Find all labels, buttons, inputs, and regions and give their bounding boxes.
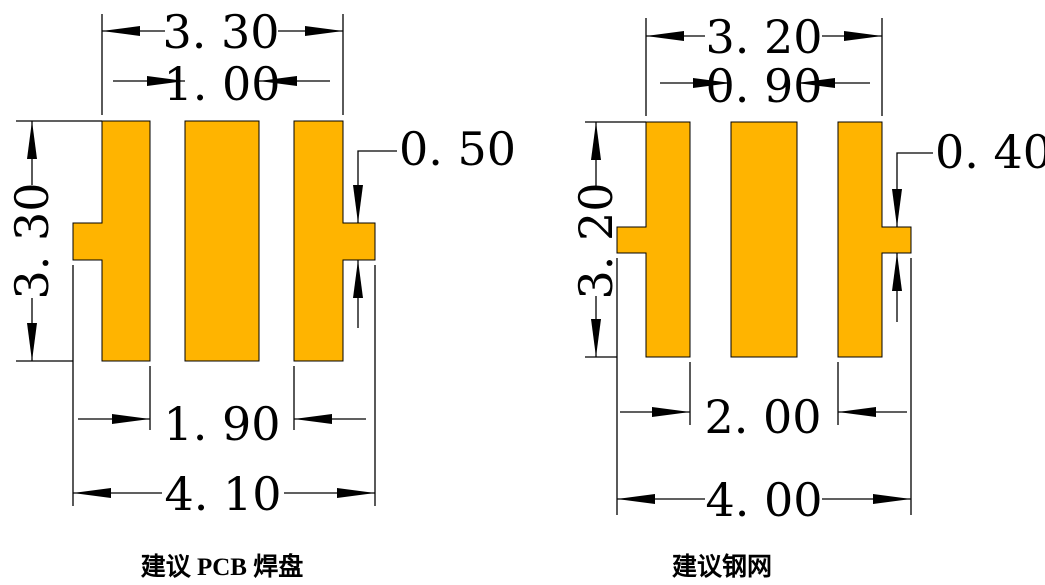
- stencil-inner-span-dimension: 2. 00: [620, 362, 907, 444]
- stencil-height-label: 3. 20: [569, 182, 623, 299]
- stencil-right-pad: [837, 121, 912, 358]
- stencil-width-top-dimension: 3. 20: [645, 10, 883, 116]
- pcb-height-dimension: 3. 30: [5, 120, 102, 362]
- pcb-tab-label: 0. 50: [399, 122, 516, 176]
- stencil-left-pad: [616, 121, 691, 358]
- pcb-caption: 建议 PCB 焊盘: [141, 552, 304, 581]
- stencil-overall-width-dimension: 4. 00: [616, 258, 912, 527]
- pcb-inner-span-dimension: 1. 90: [78, 366, 366, 451]
- stencil-width-top-label: 3. 20: [705, 10, 822, 64]
- pcb-gap-top-dimension: 1. 00: [113, 57, 330, 111]
- pcb-land-pattern: 3. 30 1. 00 3. 30 0. 50: [5, 5, 516, 581]
- pcb-gap-top-label: 1. 00: [163, 57, 280, 111]
- pcb-width-top-label: 3. 30: [162, 5, 279, 59]
- pcb-left-pad: [72, 120, 151, 362]
- pcb-overall-width-dimension: 4. 10: [72, 265, 376, 521]
- stencil-height-dimension: 3. 20: [569, 121, 646, 358]
- pcb-width-top-dimension: 3. 30: [101, 5, 344, 115]
- stencil-inner-span-label: 2. 00: [704, 390, 821, 444]
- stencil-overall-width-label: 4. 00: [705, 473, 822, 527]
- pcb-tab-dimension: 0. 50: [353, 122, 516, 328]
- stencil-caption: 建议钢网: [672, 553, 772, 581]
- stencil-center-pad: [730, 121, 798, 358]
- pcb-overall-width-label: 4. 10: [164, 467, 281, 521]
- pcb-height-label: 3. 30: [5, 182, 59, 299]
- pcb-right-pad: [293, 120, 376, 362]
- stencil-tab-label: 0. 40: [935, 125, 1045, 179]
- stencil-gap-top-label: 0. 90: [705, 59, 822, 113]
- pcb-inner-span-label: 1. 90: [163, 397, 280, 451]
- stencil-gap-top-dimension: 0. 90: [660, 59, 870, 113]
- stencil-tab-dimension: 0. 40: [892, 125, 1045, 322]
- pcb-center-pad: [184, 120, 260, 362]
- stencil-pattern: 3. 20 0. 90 3. 20 0. 40: [569, 10, 1045, 581]
